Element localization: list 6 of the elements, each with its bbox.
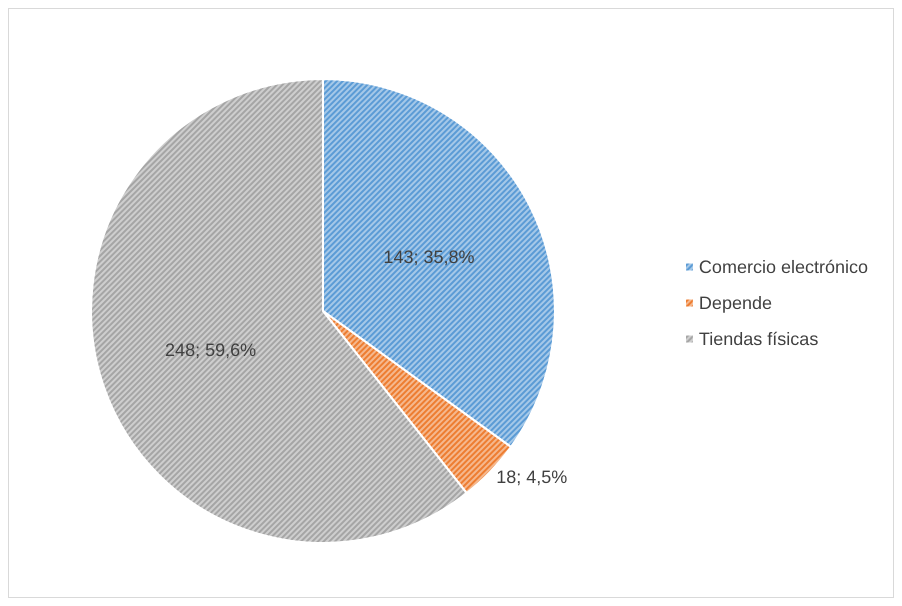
legend-label: Comercio electrónico [698,257,868,277]
data-label: 18; 4,5% [496,467,568,488]
data-label: 143; 35,8% [383,246,475,267]
legend-label: Tiendas físicas [698,329,818,349]
legend-label: Depende [698,293,772,313]
data-label: 248; 59,6% [165,340,256,360]
